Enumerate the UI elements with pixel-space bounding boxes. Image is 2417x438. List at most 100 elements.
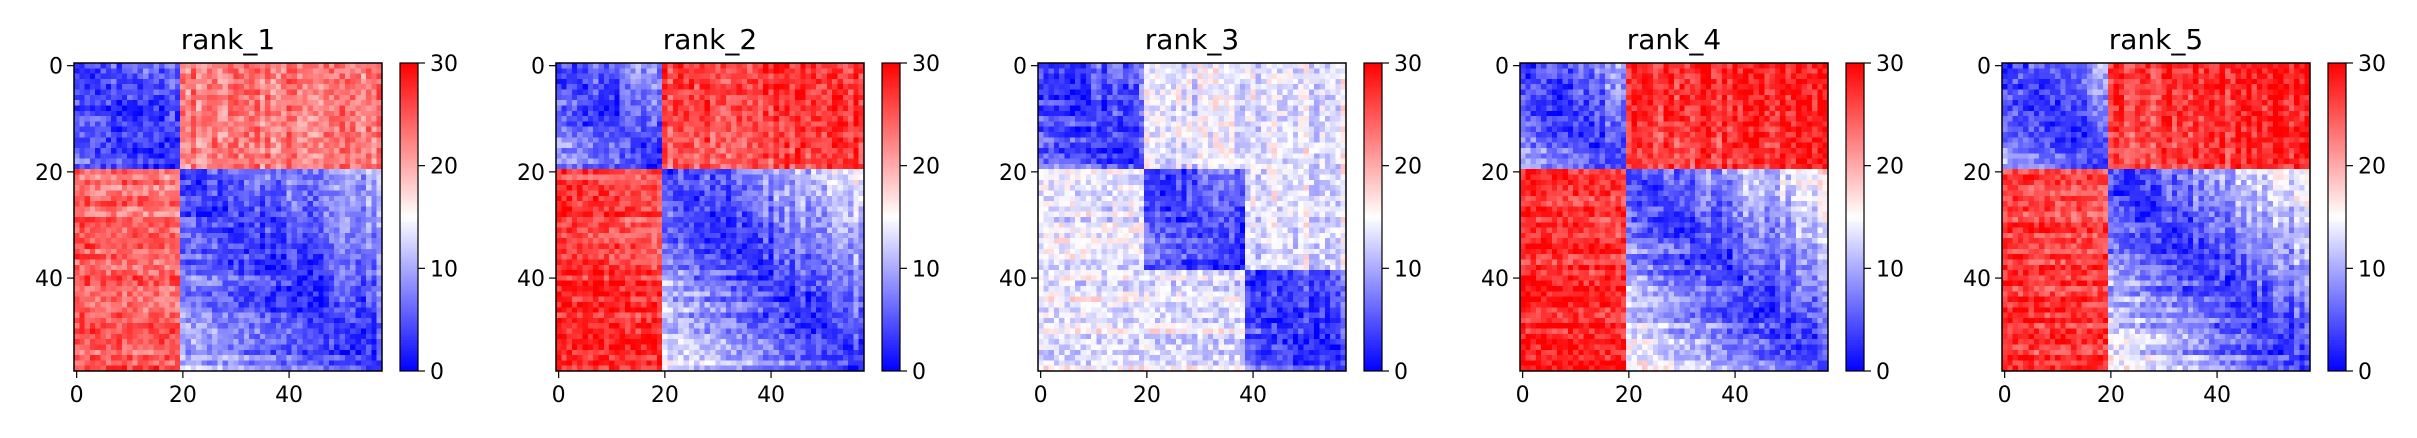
heatmap-cell bbox=[307, 116, 314, 122]
heatmap-cell bbox=[640, 116, 647, 122]
heatmap-cell bbox=[153, 179, 160, 186]
heatmap-cell bbox=[757, 84, 764, 90]
heatmap-cell bbox=[105, 132, 112, 138]
heatmap-cell bbox=[89, 259, 96, 266]
heatmap-cell bbox=[323, 132, 330, 138]
heatmap-cell bbox=[662, 147, 668, 154]
heatmap-cell bbox=[265, 89, 271, 96]
heatmap-cell bbox=[148, 323, 154, 329]
heatmap-cell bbox=[593, 84, 599, 90]
heatmap-cell bbox=[344, 195, 351, 202]
heatmap-cell bbox=[158, 94, 165, 101]
heatmap-cell bbox=[238, 328, 245, 335]
heatmap-cell bbox=[318, 179, 324, 186]
heatmap-cell bbox=[318, 116, 324, 122]
heatmap-cell bbox=[360, 344, 367, 351]
colorbar-segment bbox=[400, 91, 418, 95]
heatmap-cell bbox=[556, 158, 562, 165]
heatmap-cell bbox=[832, 100, 838, 106]
heatmap-cell bbox=[132, 323, 139, 329]
heatmap-cell bbox=[270, 243, 277, 250]
heatmap-cell bbox=[291, 78, 298, 85]
heatmap-cell bbox=[800, 158, 806, 165]
heatmap-cell bbox=[286, 333, 293, 340]
heatmap-cell bbox=[747, 153, 753, 159]
heatmap-cell bbox=[371, 264, 377, 271]
heatmap-cell bbox=[169, 163, 176, 170]
heatmap-cell bbox=[185, 333, 192, 340]
heatmap-cell bbox=[339, 264, 346, 271]
heatmap-cell bbox=[243, 296, 250, 303]
heatmap-cell bbox=[307, 185, 314, 191]
heatmap-cell bbox=[254, 73, 261, 80]
heatmap-cell bbox=[757, 137, 764, 143]
heatmap-cell bbox=[725, 174, 732, 181]
heatmap-cell bbox=[355, 73, 362, 80]
heatmap-cell bbox=[275, 291, 282, 297]
heatmap-cell bbox=[74, 68, 80, 74]
heatmap-cell bbox=[158, 185, 165, 191]
heatmap-cell bbox=[121, 84, 128, 90]
heatmap-cell bbox=[137, 211, 144, 218]
heatmap-cell bbox=[609, 89, 615, 96]
heatmap-cell bbox=[132, 211, 139, 218]
colorbar-segment bbox=[400, 345, 418, 349]
heatmap-cell bbox=[116, 121, 123, 128]
heatmap-cell bbox=[297, 89, 303, 96]
heatmap-cell bbox=[132, 339, 139, 345]
heatmap-cell bbox=[243, 116, 250, 122]
heatmap-cell bbox=[158, 312, 165, 319]
heatmap-cell bbox=[95, 147, 101, 154]
heatmap-cell bbox=[201, 190, 208, 197]
heatmap-cell bbox=[153, 206, 160, 212]
heatmap-cell bbox=[127, 328, 133, 335]
heatmap-cell bbox=[625, 73, 631, 80]
heatmap-cell bbox=[715, 121, 721, 128]
heatmap-cell bbox=[153, 360, 160, 366]
heatmap-cell bbox=[217, 243, 223, 250]
heatmap-cell bbox=[222, 323, 229, 329]
heatmap-cell bbox=[704, 78, 711, 85]
heatmap-cell bbox=[741, 158, 748, 165]
heatmap-cell bbox=[174, 222, 181, 228]
heatmap-cell bbox=[757, 116, 764, 122]
heatmap-cell bbox=[694, 195, 700, 202]
heatmap-cell bbox=[577, 169, 583, 175]
heatmap-cell bbox=[243, 110, 250, 117]
heatmap-cell bbox=[116, 344, 123, 351]
heatmap-cell bbox=[270, 328, 277, 335]
heatmap-cell bbox=[566, 94, 573, 101]
heatmap-cell bbox=[164, 232, 170, 239]
heatmap-cell bbox=[805, 185, 812, 191]
heatmap-cell bbox=[265, 132, 271, 138]
heatmap-cell bbox=[206, 301, 213, 308]
heatmap-cell bbox=[603, 190, 610, 197]
heatmap-cell bbox=[625, 100, 631, 106]
heatmap-cell bbox=[148, 190, 154, 197]
heatmap-cell bbox=[731, 116, 737, 122]
heatmap-cell bbox=[376, 179, 383, 186]
heatmap-cell bbox=[318, 270, 324, 276]
heatmap-cell bbox=[79, 238, 85, 244]
heatmap-cell bbox=[598, 121, 605, 128]
heatmap-cell bbox=[360, 179, 367, 186]
heatmap-cell bbox=[360, 355, 367, 361]
heatmap-cell bbox=[185, 89, 192, 96]
heatmap-cell bbox=[614, 179, 621, 186]
heatmap-cell bbox=[683, 78, 690, 85]
heatmap-cell bbox=[805, 179, 812, 186]
heatmap-cell bbox=[582, 169, 589, 175]
heatmap-cell bbox=[318, 344, 324, 351]
heatmap-cell bbox=[143, 137, 149, 143]
heatmap-cell bbox=[180, 137, 186, 143]
heatmap-cell bbox=[625, 195, 631, 202]
heatmap-cell bbox=[577, 174, 583, 181]
heatmap-cell bbox=[286, 132, 293, 138]
heatmap-cell bbox=[185, 217, 192, 223]
heatmap-cell bbox=[206, 365, 213, 372]
heatmap-cell bbox=[366, 78, 372, 85]
heatmap-cell bbox=[259, 275, 266, 282]
heatmap-cell bbox=[100, 121, 107, 128]
heatmap-cell bbox=[307, 190, 314, 197]
heatmap-cell bbox=[593, 195, 599, 202]
